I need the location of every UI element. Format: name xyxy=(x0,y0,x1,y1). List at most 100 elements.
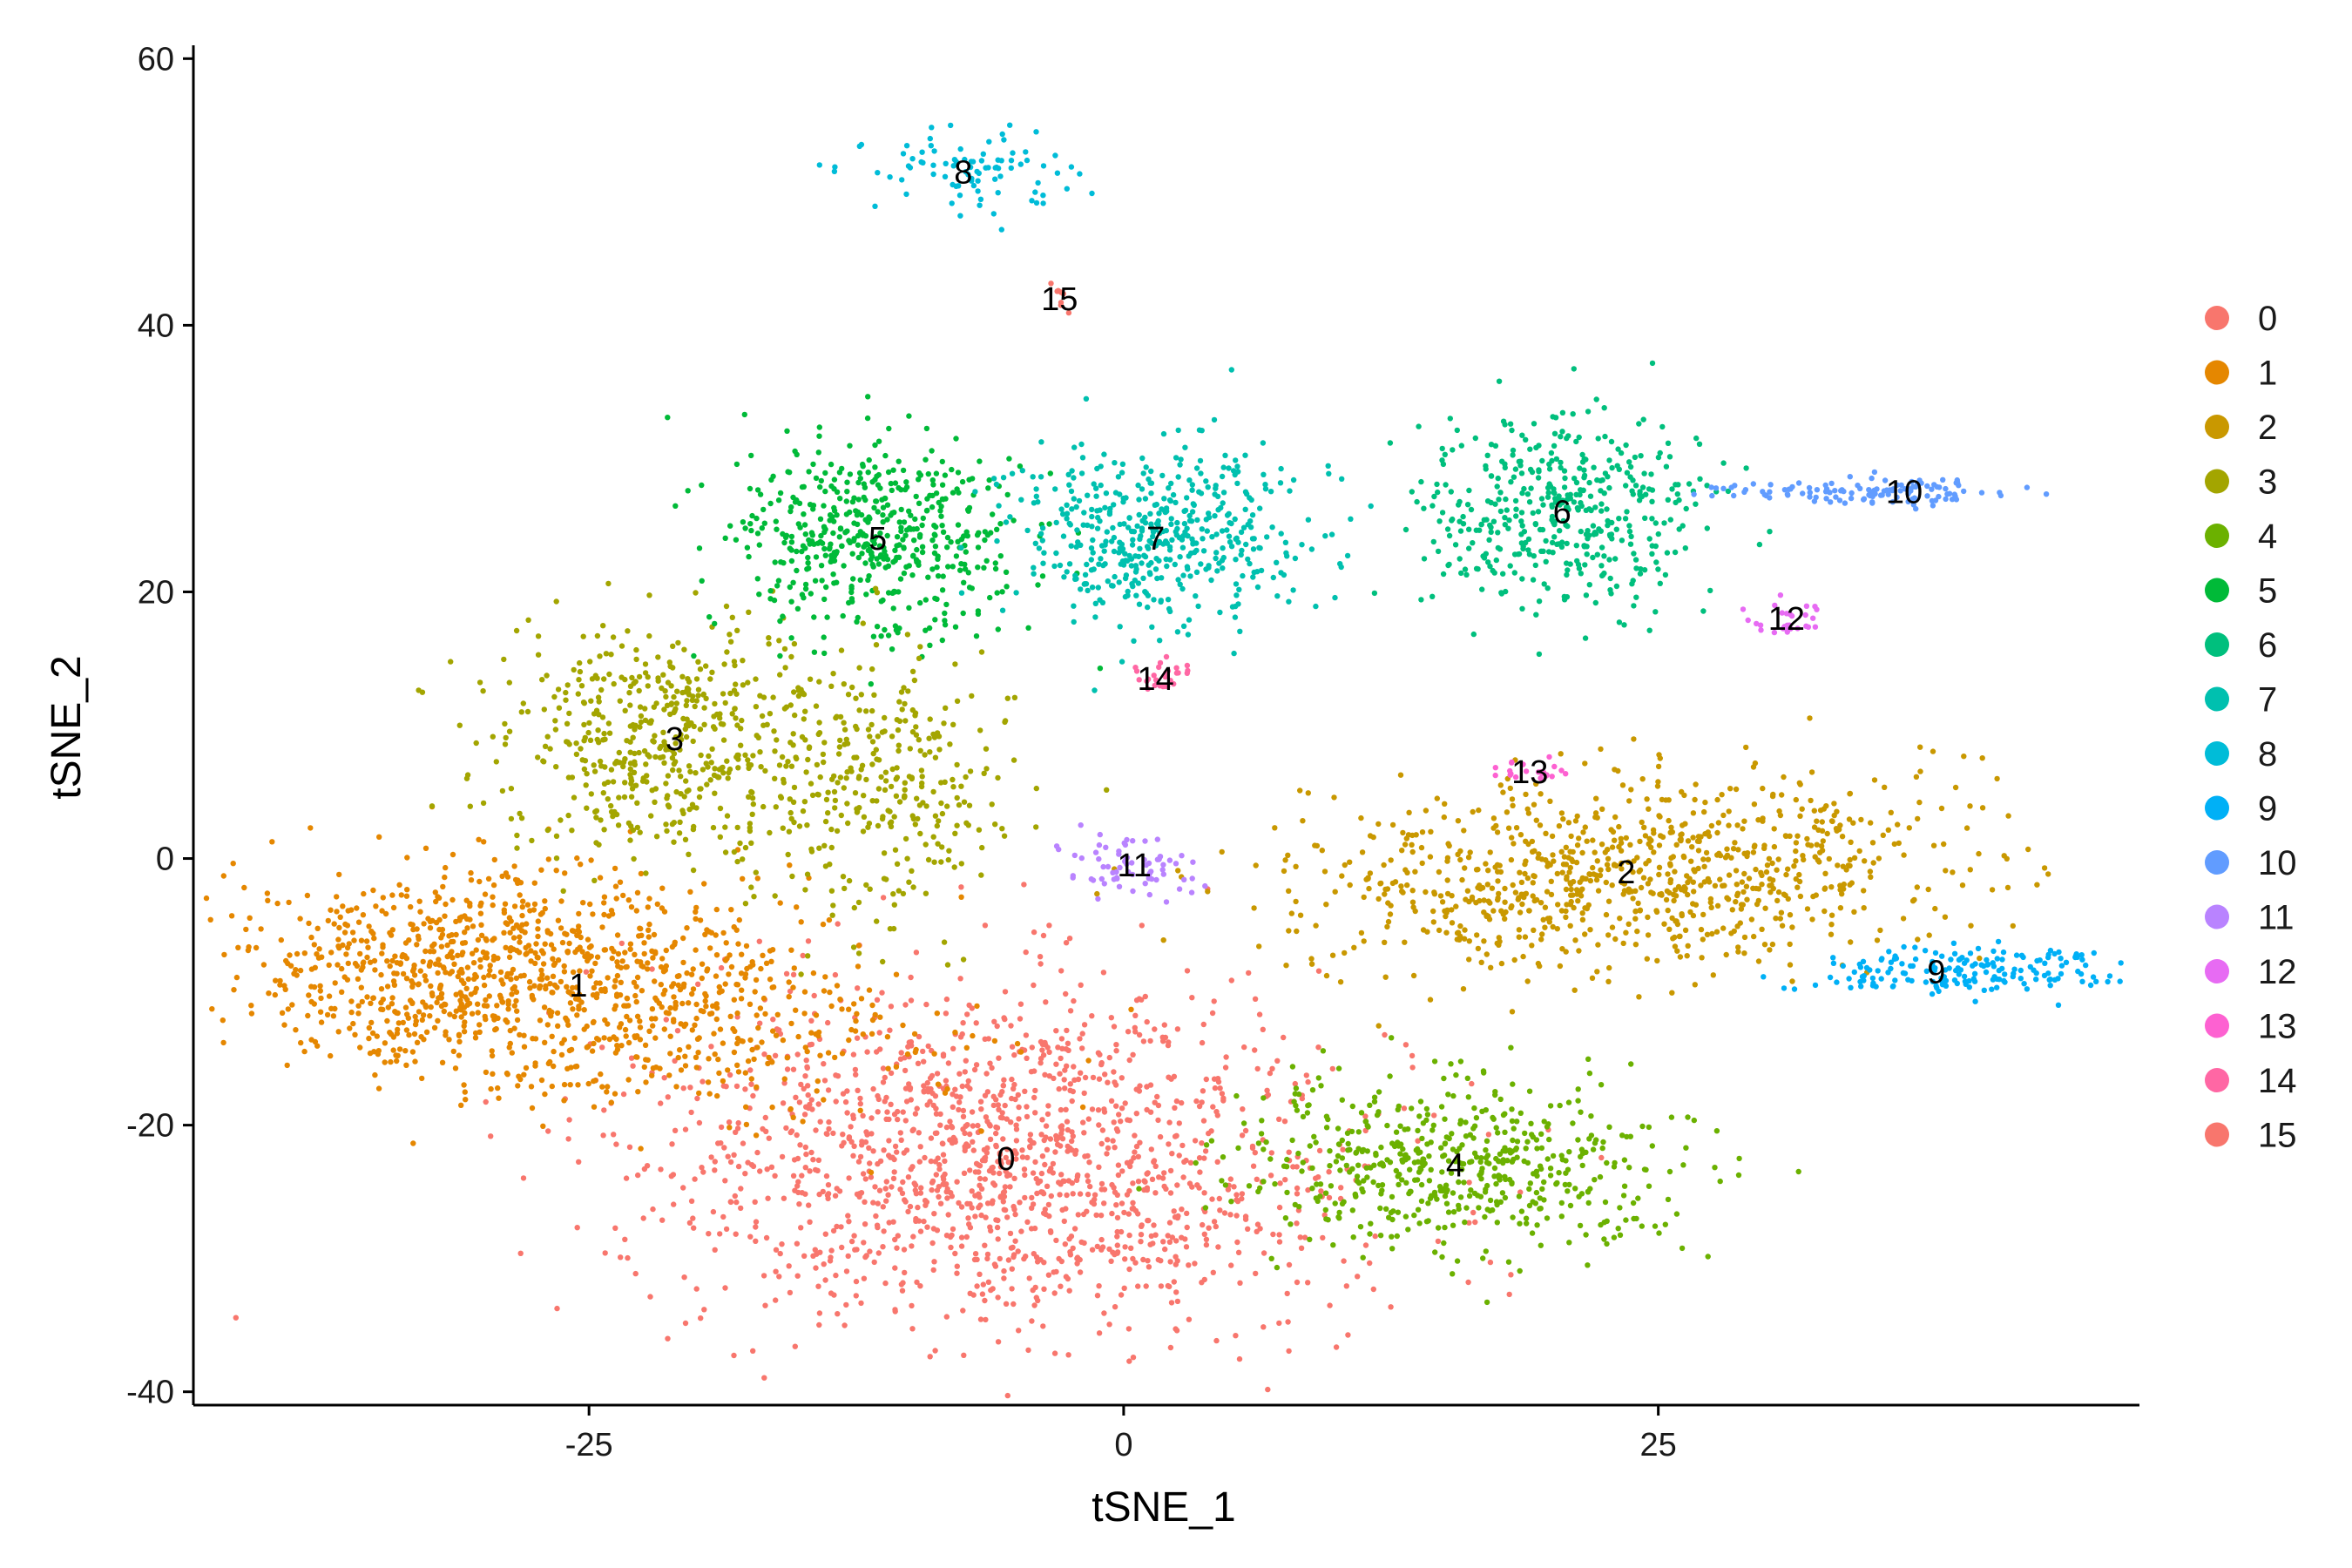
data-point xyxy=(720,721,727,727)
data-point xyxy=(634,824,641,831)
data-point xyxy=(1543,830,1549,836)
data-point xyxy=(1526,1202,1533,1209)
data-point xyxy=(1051,1269,1057,1275)
data-point xyxy=(1669,915,1675,922)
data-point xyxy=(1605,978,1612,985)
data-point xyxy=(958,561,964,567)
data-point xyxy=(896,554,902,560)
data-point xyxy=(939,1140,946,1146)
data-point xyxy=(495,1015,501,1022)
data-point xyxy=(1533,1168,1540,1175)
data-point xyxy=(538,948,545,954)
data-point xyxy=(1599,1145,1605,1152)
data-point xyxy=(1533,612,1539,618)
data-point xyxy=(734,1125,741,1132)
data-point xyxy=(1372,1233,1378,1240)
data-point xyxy=(868,1174,875,1180)
data-point xyxy=(1601,1220,1607,1226)
data-point xyxy=(1032,1159,1038,1166)
data-point xyxy=(703,1004,709,1010)
data-point xyxy=(1618,848,1625,854)
data-point xyxy=(1621,1183,1628,1189)
data-point xyxy=(694,1095,700,1102)
data-point xyxy=(937,1122,943,1128)
data-point xyxy=(1567,923,1573,929)
data-point xyxy=(1058,1106,1064,1113)
data-point xyxy=(1005,1159,1012,1166)
data-point xyxy=(1152,1190,1159,1196)
data-point xyxy=(1145,1258,1151,1264)
data-point xyxy=(689,990,695,997)
data-point xyxy=(755,1024,761,1031)
data-point xyxy=(1031,1302,1037,1308)
data-point xyxy=(1398,883,1404,889)
data-point xyxy=(1106,1321,1112,1328)
data-point xyxy=(545,856,551,862)
data-point xyxy=(624,995,630,1002)
data-point xyxy=(787,584,793,591)
data-point xyxy=(1005,1257,1012,1263)
data-point xyxy=(1268,1150,1275,1156)
data-point xyxy=(1138,1232,1145,1238)
data-point xyxy=(1264,1087,1270,1094)
data-point xyxy=(1375,1109,1382,1115)
data-point xyxy=(535,633,542,639)
data-point xyxy=(1307,1143,1314,1149)
data-point xyxy=(609,955,615,962)
data-point xyxy=(771,597,778,604)
data-point xyxy=(733,537,740,543)
data-point xyxy=(883,1198,889,1204)
data-point xyxy=(1046,1168,1053,1174)
data-point xyxy=(1700,856,1707,862)
data-point xyxy=(1538,791,1544,797)
data-point xyxy=(925,574,931,580)
data-point xyxy=(1726,822,1732,828)
data-point xyxy=(580,900,586,906)
data-point xyxy=(784,1066,791,1072)
data-point xyxy=(930,482,936,488)
data-point xyxy=(900,1179,906,1186)
data-point xyxy=(1375,896,1382,902)
data-point xyxy=(518,815,525,821)
data-point xyxy=(1254,1228,1260,1235)
data-point xyxy=(880,1204,886,1210)
data-point xyxy=(1420,1120,1427,1126)
data-point xyxy=(1063,1106,1069,1113)
data-point xyxy=(942,472,949,478)
data-point xyxy=(792,448,798,455)
data-point xyxy=(456,722,463,728)
data-point xyxy=(1524,875,1531,882)
data-point xyxy=(1839,834,1846,840)
data-point xyxy=(855,614,861,621)
data-point xyxy=(744,544,751,551)
data-point xyxy=(1483,1147,1489,1153)
data-point xyxy=(1627,1133,1634,1139)
data-point xyxy=(228,913,235,919)
data-point xyxy=(1639,1223,1646,1229)
data-point xyxy=(1475,945,1482,952)
data-point xyxy=(934,564,940,571)
data-point xyxy=(1071,1226,1078,1232)
data-point xyxy=(1463,896,1469,902)
data-point xyxy=(747,1037,754,1044)
data-point xyxy=(605,720,612,727)
data-point xyxy=(1057,1192,1063,1198)
data-point xyxy=(780,1100,787,1106)
data-point xyxy=(1161,1183,1167,1190)
data-point xyxy=(388,932,395,938)
data-point xyxy=(1621,888,1628,894)
data-point xyxy=(1173,1238,1179,1244)
data-point xyxy=(699,1165,705,1171)
data-point xyxy=(902,1118,909,1124)
data-point xyxy=(710,824,717,831)
data-point xyxy=(1098,1061,1105,1068)
data-point xyxy=(711,713,717,720)
data-point xyxy=(1149,1176,1156,1183)
data-point xyxy=(1199,1039,1206,1046)
data-point xyxy=(777,900,783,906)
data-point xyxy=(634,974,641,981)
data-point xyxy=(1666,817,1672,824)
data-point xyxy=(1013,1126,1020,1132)
data-point xyxy=(825,1087,832,1093)
